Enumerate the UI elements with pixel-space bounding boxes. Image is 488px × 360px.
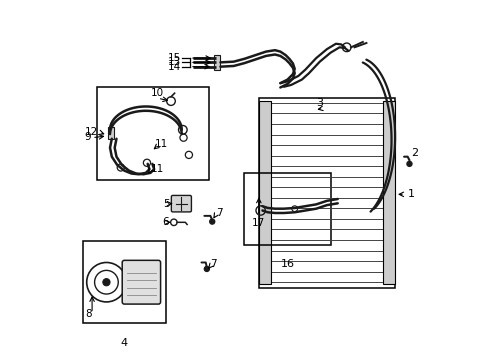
Circle shape [204,266,209,271]
Circle shape [406,161,411,166]
Text: 1: 1 [398,189,414,199]
Text: 7: 7 [215,208,222,218]
Circle shape [102,279,110,286]
Text: 13: 13 [167,57,181,67]
Text: 5: 5 [163,199,169,209]
FancyBboxPatch shape [171,195,191,212]
Text: 6: 6 [162,217,168,227]
Bar [83,241,165,323]
Text: 16: 16 [280,259,294,269]
Bar [107,127,114,139]
Bar [382,101,394,284]
Bar [258,101,271,284]
Text: 12: 12 [85,127,99,136]
Text: 7: 7 [210,259,217,269]
Circle shape [209,219,214,224]
Text: 11: 11 [150,164,163,174]
FancyBboxPatch shape [122,260,160,304]
Text: 11: 11 [155,139,168,149]
Bar [244,173,330,244]
Text: 15: 15 [167,53,181,63]
Bar [97,87,208,180]
Text: 14: 14 [167,62,181,72]
Text: 10: 10 [151,88,164,98]
Bar [258,98,394,288]
Text: 17: 17 [251,218,264,228]
Text: 4: 4 [121,338,128,348]
Text: 2: 2 [410,148,418,158]
Bar [214,55,220,69]
Text: 8: 8 [85,310,91,319]
Text: 9: 9 [84,132,91,142]
Text: 3: 3 [316,98,323,108]
